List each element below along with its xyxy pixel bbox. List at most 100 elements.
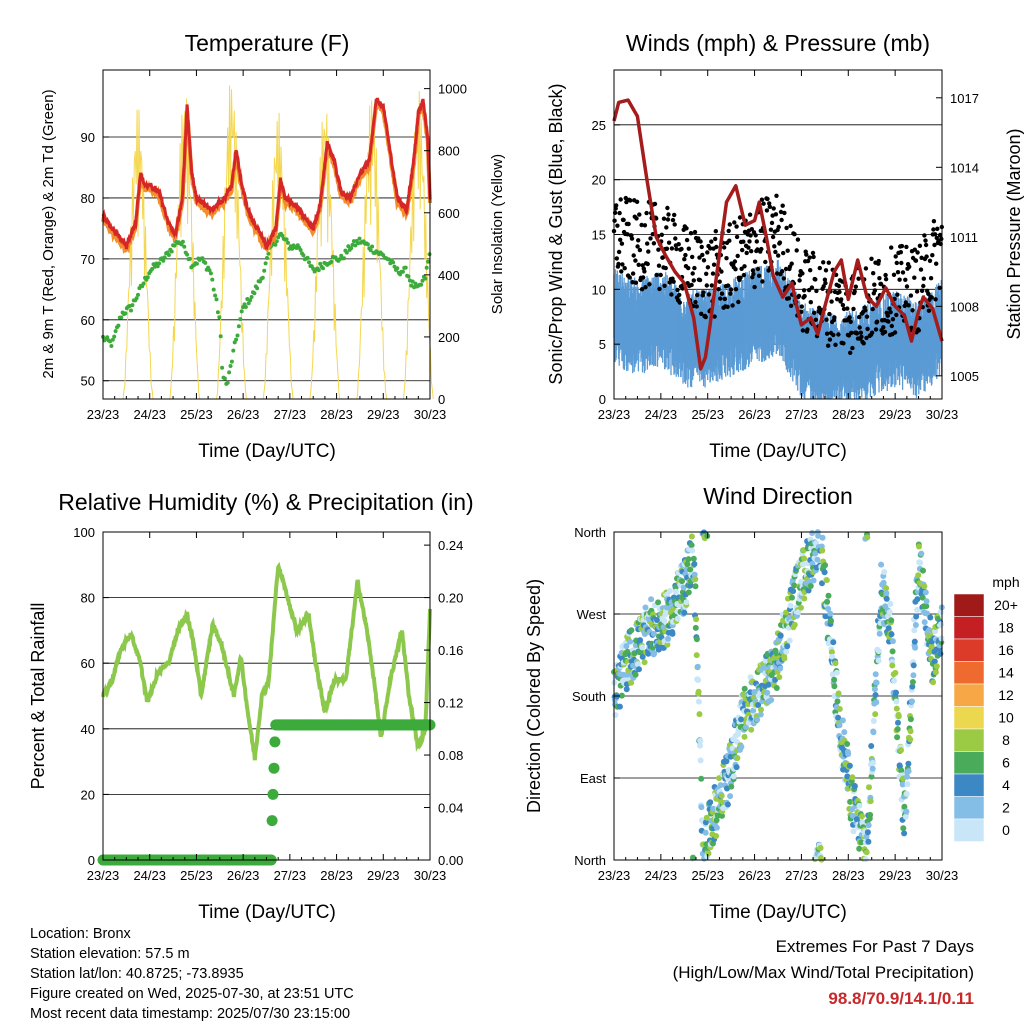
- direction-point: [645, 650, 652, 657]
- direction-point: [787, 602, 794, 609]
- direction-point: [692, 583, 699, 590]
- gust-point: [805, 258, 811, 264]
- dewpoint-point: [248, 298, 253, 303]
- direction-point: [681, 609, 688, 616]
- direction-xlabel: Time (Day/UTC): [709, 902, 847, 923]
- direction-point: [819, 580, 825, 587]
- gust-point: [660, 255, 666, 260]
- direction-point: [799, 561, 806, 568]
- gust-point: [724, 256, 729, 261]
- gust-point: [746, 245, 751, 250]
- gust-point: [641, 275, 646, 280]
- gust-point: [735, 253, 740, 259]
- gust-point: [747, 212, 753, 217]
- direction-point: [835, 714, 842, 721]
- direction-point: [865, 822, 872, 829]
- gust-point: [857, 325, 862, 330]
- gust-point: [805, 327, 810, 332]
- gust-point: [814, 288, 819, 294]
- gust-point: [665, 217, 671, 222]
- dewpoint-point: [249, 295, 254, 299]
- wind-xlabel: Time (Day/UTC): [709, 441, 847, 462]
- direction-point: [916, 543, 922, 550]
- gust-point: [909, 325, 914, 330]
- humidity-ylabel: Percent & Total Rainfall: [28, 603, 48, 790]
- y-right-tick-label: 1000: [438, 82, 467, 97]
- direction-point: [716, 775, 723, 782]
- dewpoint-point: [305, 255, 310, 260]
- direction-point: [688, 533, 695, 540]
- gust-point: [684, 237, 690, 243]
- direction-point: [728, 783, 735, 790]
- gust-point: [639, 222, 644, 228]
- gust-point: [741, 239, 746, 244]
- y-tick-label: 90: [81, 130, 95, 145]
- gust-point: [899, 260, 904, 266]
- gust-point: [677, 300, 682, 305]
- gust-point: [744, 250, 749, 256]
- dewpoint-point: [229, 359, 234, 364]
- gust-point: [918, 267, 924, 272]
- dewpoint-point: [185, 252, 190, 257]
- direction-point: [781, 655, 788, 662]
- legend-label: 6: [1002, 755, 1010, 771]
- x-tick-label: 27/23: [785, 868, 818, 883]
- gust-point: [937, 285, 942, 290]
- gust-point: [849, 330, 854, 335]
- direction-point: [938, 621, 944, 628]
- gust-point: [910, 308, 915, 313]
- direction-point: [642, 604, 649, 611]
- gust-point: [747, 239, 752, 244]
- station-info: Location: Bronx Station elevation: 57.5 …: [30, 924, 354, 1024]
- gust-point: [629, 236, 635, 241]
- x-tick-label: 27/23: [274, 407, 307, 422]
- gust-point: [804, 252, 809, 257]
- gust-point: [633, 280, 639, 285]
- x-tick-label: 30/23: [414, 407, 447, 422]
- gust-point: [659, 232, 664, 237]
- dewpoint-point: [169, 249, 174, 254]
- direction-point: [904, 773, 910, 780]
- direction-point: [922, 589, 929, 596]
- y-right-tick-label: 0.16: [438, 643, 463, 658]
- x-tick-label: 29/23: [879, 407, 912, 422]
- y-tick-label: 80: [81, 591, 95, 606]
- dewpoint-point: [180, 239, 185, 244]
- gust-point: [823, 268, 829, 273]
- direction-point: [815, 532, 822, 539]
- legend-swatch: [953, 638, 985, 662]
- gust-point: [840, 302, 846, 308]
- direction-point: [698, 775, 705, 782]
- solar-line: [169, 98, 201, 400]
- gust-point: [759, 246, 764, 252]
- dewpoint-point: [406, 274, 411, 279]
- gust-point: [781, 250, 786, 256]
- direction-point: [719, 812, 725, 819]
- x-tick-label: 23/23: [87, 407, 120, 422]
- direction-point: [724, 801, 731, 808]
- dewpoint-point: [112, 334, 117, 339]
- legend-swatch: [953, 773, 985, 797]
- direction-point: [687, 566, 694, 573]
- gust-point: [634, 199, 640, 204]
- gust-point: [812, 310, 817, 315]
- y-tick-label: 60: [81, 313, 95, 328]
- legend-swatch: [953, 818, 985, 842]
- dewpoint-point: [119, 315, 124, 320]
- dewpoint-point: [342, 256, 346, 261]
- gust-point: [637, 212, 642, 217]
- direction-point: [612, 712, 619, 718]
- legend-label: 4: [1002, 777, 1010, 793]
- direction-point: [910, 672, 917, 679]
- gust-point: [767, 204, 772, 209]
- direction-point: [823, 577, 830, 584]
- gust-point: [847, 315, 852, 320]
- direction-point: [907, 716, 914, 723]
- gust-point: [792, 232, 797, 237]
- gust-point: [892, 330, 898, 335]
- direction-point: [907, 728, 914, 735]
- precip-point: [267, 788, 279, 800]
- gust-point: [726, 228, 731, 234]
- dewpoint-point: [321, 266, 325, 271]
